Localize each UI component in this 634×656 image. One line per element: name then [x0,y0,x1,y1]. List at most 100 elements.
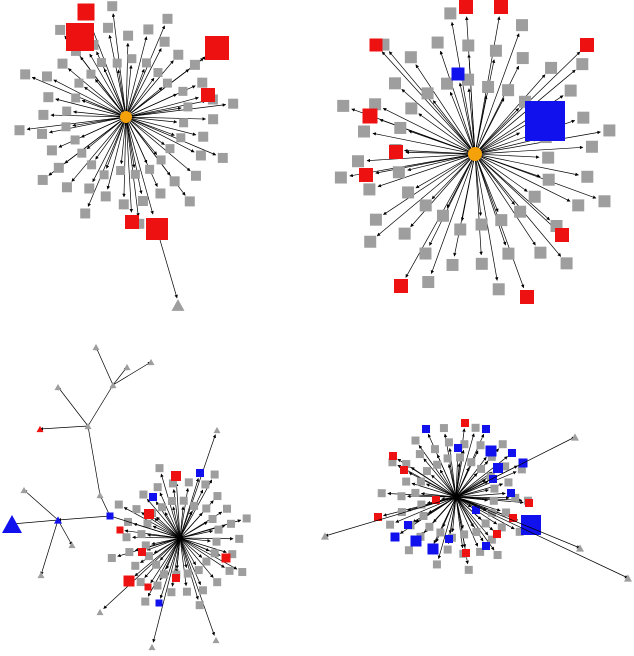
node-gray [130,169,140,179]
node-gray [96,58,106,68]
node-red [493,530,501,538]
node-gray [122,533,131,542]
edge [39,425,89,431]
node-gray [74,78,84,88]
edge [109,515,181,539]
panel-top-right [334,0,616,304]
edge [455,433,475,498]
edge [58,116,127,148]
node-red [509,514,517,522]
node-gray [402,186,415,199]
edge [179,537,227,554]
edge [388,51,476,155]
edge [474,153,499,281]
edge [179,537,238,570]
edge [453,153,476,257]
edge [377,153,476,188]
node-gray [125,548,134,557]
node-gray [545,61,558,74]
node-gray [516,52,529,65]
edge [106,116,127,190]
node-gray-triangle [20,486,28,494]
edge [146,537,181,551]
edge [431,474,457,498]
edge [431,153,476,200]
edge [92,116,127,183]
node-gray [141,597,150,606]
node-blue [472,506,480,514]
node-gray [439,424,448,433]
node-gray [55,24,66,35]
node-blue [410,535,422,547]
node-gray [417,500,426,509]
edge [376,153,476,237]
node-gray [455,453,464,462]
node-gray [436,209,449,222]
node-red [146,218,168,240]
node-gray [501,462,510,471]
edge [125,116,140,217]
node-red-triangle [36,425,44,433]
edge [455,496,501,512]
node-gray [46,145,57,156]
node-gray [156,155,166,165]
node-gray [118,199,129,210]
node-gray [208,514,217,523]
edge [87,116,127,207]
node-gray [112,58,122,68]
edge [455,496,489,536]
node-gray [482,80,495,93]
node-gray [598,195,611,208]
node-gray [394,121,407,134]
node-gray [167,588,176,597]
edge [105,116,127,169]
node-gray [402,460,411,469]
node-gray [369,213,382,226]
node-blue [390,532,400,542]
edge [474,33,520,155]
node-gray [441,77,454,90]
node-gray [71,93,81,103]
edge [429,153,476,246]
node-gray [542,151,555,164]
node-gray [223,504,232,513]
edge [174,482,181,539]
edge [455,436,576,498]
node-gray-triangle [84,422,92,430]
node-gray-triangle [123,363,131,371]
node-gray [404,51,417,64]
node-red [77,3,95,21]
node-gray [202,504,211,513]
edge [455,496,464,549]
node-gray [145,164,155,174]
edge [84,86,127,118]
node-gray [227,519,236,528]
edge [401,89,476,155]
node-gray [358,125,371,138]
node-gray [84,183,95,194]
node-gray [190,501,199,510]
node-red [461,419,469,427]
edge [23,489,59,521]
edge [125,116,191,172]
edge [324,496,457,537]
node-gray [454,223,467,236]
edge [439,50,476,155]
edge [125,25,165,118]
node-gray [477,464,486,473]
node-red [462,549,470,557]
edge [124,529,181,539]
node-gray [202,557,211,566]
edge [455,496,629,579]
edge [430,153,476,274]
node-gray [238,568,247,577]
edge [179,489,204,539]
node-gray [70,135,80,145]
node-gray [502,84,515,97]
node-gray [183,569,192,578]
node-gray [534,246,547,259]
edge [179,537,211,543]
node-gray [178,86,188,96]
node-blue [427,543,439,555]
node-gray-triangle [576,544,584,552]
